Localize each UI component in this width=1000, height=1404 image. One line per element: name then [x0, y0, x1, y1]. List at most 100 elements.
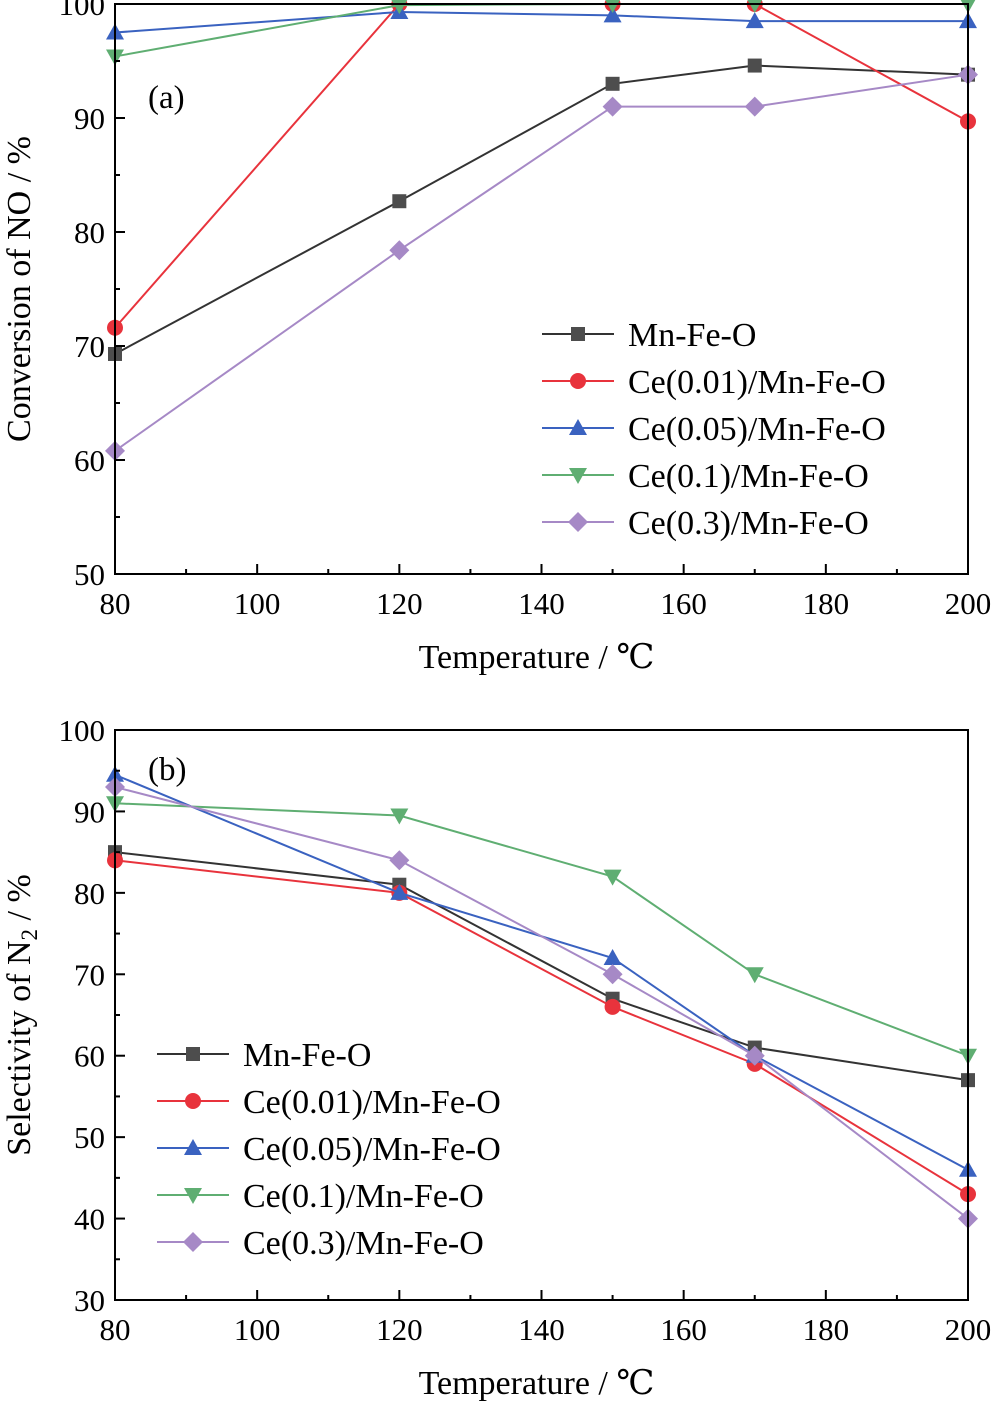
y-tick-label: 70	[74, 957, 105, 992]
legend-marker	[571, 327, 585, 341]
y-tick-label: 80	[74, 215, 105, 250]
series-2	[106, 765, 977, 1177]
legend-label: Ce(0.01)/Mn-Fe-O	[243, 1084, 501, 1121]
x-tick-label: 200	[945, 586, 992, 621]
legend-marker	[569, 468, 587, 484]
y-tick-label: 50	[74, 1120, 105, 1155]
series-1	[107, 852, 976, 1203]
y-tick-label: 100	[59, 713, 106, 748]
series-line	[114, 3, 968, 58]
series-4	[105, 777, 978, 1229]
data-point	[603, 6, 622, 23]
legend: Mn-Fe-O Ce(0.01)/Mn-Fe-O Ce(0.05)/Mn-Fe-O C…	[157, 1037, 501, 1262]
y-tick-label: 80	[74, 876, 105, 911]
x-tick-label: 180	[803, 1312, 850, 1347]
data-point	[602, 96, 623, 117]
legend-item: Ce(0.05)/Mn-Fe-O	[157, 1131, 501, 1168]
data-point	[744, 1045, 765, 1066]
data-point	[604, 998, 621, 1015]
legend-marker	[569, 419, 587, 435]
x-tick-label: 80	[100, 586, 131, 621]
series-3	[106, 796, 977, 1065]
data-point	[390, 808, 409, 825]
x-tick-label: 140	[518, 1312, 565, 1347]
series-1	[107, 0, 976, 336]
legend-label: Ce(0.3)/Mn-Fe-O	[243, 1225, 484, 1262]
x-axis-title: Temperature / ℃	[419, 1365, 655, 1402]
y-tick-label: 90	[74, 101, 105, 136]
y-axis-title-text: Conversion of NO / %	[1, 136, 38, 442]
legend-item: Ce(0.3)/Mn-Fe-O	[157, 1225, 484, 1262]
x-tick-label: 120	[376, 586, 423, 621]
legend-marker	[184, 1139, 202, 1155]
series-0	[108, 58, 975, 361]
data-point	[744, 96, 765, 117]
series-4	[105, 64, 978, 461]
x-tick-label: 200	[945, 1312, 992, 1347]
panel-label: (a)	[148, 80, 185, 116]
panel-a: 80 100 120 140 160 180 200 50 60 70 80 90 100 Tempera…	[1, 0, 991, 676]
data-point	[747, 58, 762, 73]
legend-marker	[186, 1047, 200, 1061]
x-tick-label: 80	[100, 1312, 131, 1347]
legend-item: Ce(0.3)/Mn-Fe-O	[542, 505, 869, 542]
y-tick-label: 90	[74, 794, 105, 829]
x-tick-label: 120	[376, 1312, 423, 1347]
data-point	[389, 850, 410, 871]
x-axis-title: Temperature / ℃	[419, 639, 655, 676]
y-axis-title-text: Selectivity of N	[1, 940, 38, 1155]
data-point	[389, 240, 410, 261]
y-tick-label: 100	[59, 0, 106, 22]
x-tick-label: 180	[803, 586, 850, 621]
series-line	[114, 10, 968, 34]
series-line	[114, 802, 969, 1057]
y-tick-label: 50	[74, 557, 105, 592]
legend-marker	[185, 1093, 201, 1109]
legend-item: Ce(0.01)/Mn-Fe-O	[542, 364, 886, 401]
y-tick-label: 60	[74, 1039, 105, 1074]
y-axis-title-suffix: / %	[1, 874, 38, 929]
data-point	[602, 964, 623, 985]
legend-item: Ce(0.05)/Mn-Fe-O	[542, 411, 886, 448]
data-point	[392, 194, 407, 209]
y-tick-label: 70	[74, 329, 105, 364]
x-tick-label: 140	[518, 586, 565, 621]
data-point	[603, 949, 622, 965]
data-point	[390, 883, 409, 900]
data-point	[603, 869, 622, 886]
legend-item: Mn-Fe-O	[542, 317, 756, 354]
series-line	[114, 3, 969, 329]
legend-label: Ce(0.01)/Mn-Fe-O	[628, 364, 886, 401]
y-axis-title-subscript: 2	[17, 929, 42, 941]
series-line	[114, 64, 969, 355]
x-tick-label: 160	[660, 586, 707, 621]
legend-marker	[568, 512, 588, 532]
data-point	[745, 12, 764, 29]
y-axis-title: Conversion of NO / %	[1, 136, 38, 442]
y-axis-title: Selectivity of N2 / %	[1, 874, 42, 1156]
series-0	[108, 845, 975, 1088]
legend-label: Mn-Fe-O	[628, 317, 756, 354]
legend-marker	[184, 1188, 202, 1204]
legend-label: Ce(0.05)/Mn-Fe-O	[243, 1131, 501, 1168]
legend-marker	[570, 373, 586, 389]
legend-item: Mn-Fe-O	[157, 1037, 371, 1074]
legend-label: Ce(0.3)/Mn-Fe-O	[628, 505, 869, 542]
x-tick-label: 100	[234, 1312, 281, 1347]
legend-item: Ce(0.1)/Mn-Fe-O	[157, 1178, 484, 1215]
data-point	[745, 967, 764, 984]
legend-label: Ce(0.1)/Mn-Fe-O	[243, 1178, 484, 1215]
y-tick-label: 60	[74, 443, 105, 478]
y-tick-label: 40	[74, 1202, 105, 1237]
legend: Mn-Fe-O Ce(0.01)/Mn-Fe-O Ce(0.05)/Mn-Fe-O C…	[542, 317, 886, 542]
legend-item: Ce(0.1)/Mn-Fe-O	[542, 458, 869, 495]
data-point	[605, 76, 620, 91]
legend-label: Ce(0.05)/Mn-Fe-O	[628, 411, 886, 448]
x-tick-label: 100	[234, 586, 281, 621]
legend-label: Ce(0.1)/Mn-Fe-O	[628, 458, 869, 495]
panel-label: (b)	[148, 752, 186, 788]
legend-item: Ce(0.01)/Mn-Fe-O	[157, 1084, 501, 1121]
x-tick-label: 160	[660, 1312, 707, 1347]
legend-label: Mn-Fe-O	[243, 1037, 371, 1074]
y-tick-label: 30	[74, 1283, 105, 1318]
